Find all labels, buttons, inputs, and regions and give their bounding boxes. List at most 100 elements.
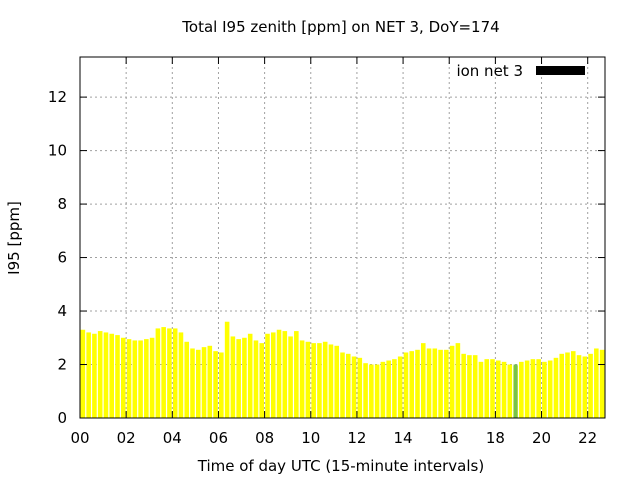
bar xyxy=(397,356,403,418)
legend-label: ion net 3 xyxy=(456,62,523,80)
bar xyxy=(415,349,420,418)
bar xyxy=(92,333,97,418)
x-tick-label: 04 xyxy=(163,429,182,447)
bar xyxy=(265,333,270,418)
bar xyxy=(161,327,166,418)
bar xyxy=(322,341,328,418)
bar xyxy=(328,344,334,418)
bar xyxy=(317,343,322,418)
bar xyxy=(195,349,201,418)
y-tick-label: 12 xyxy=(48,88,67,106)
bar xyxy=(230,336,236,418)
bar xyxy=(594,348,599,418)
bar xyxy=(409,351,415,418)
x-tick-label: 10 xyxy=(301,429,320,447)
bar xyxy=(184,341,190,418)
bar xyxy=(334,345,340,418)
bar xyxy=(392,359,397,418)
bar xyxy=(351,356,357,418)
bar xyxy=(449,345,455,418)
bar xyxy=(115,335,120,418)
bar xyxy=(190,348,195,418)
bar xyxy=(120,337,126,418)
bar xyxy=(536,359,541,418)
bar xyxy=(467,355,472,418)
bar xyxy=(305,341,311,418)
bar xyxy=(403,352,409,418)
highlight-bar xyxy=(513,364,518,418)
bar xyxy=(588,353,593,418)
bar xyxy=(299,340,305,418)
bar xyxy=(444,349,449,418)
bar xyxy=(547,360,553,418)
bar xyxy=(542,361,547,418)
bar xyxy=(259,343,265,418)
x-tick-label: 20 xyxy=(532,429,551,447)
bar xyxy=(374,364,380,418)
bar xyxy=(565,352,570,418)
bar xyxy=(369,364,374,418)
bar xyxy=(103,332,109,418)
bar xyxy=(490,359,495,418)
bar xyxy=(138,340,143,418)
bar xyxy=(519,361,524,418)
y-axis-label: I95 [ppm] xyxy=(5,201,23,275)
bar xyxy=(438,349,443,418)
bar xyxy=(172,328,178,418)
bar xyxy=(253,340,259,418)
x-tick-label: 06 xyxy=(209,429,228,447)
bar xyxy=(294,331,299,418)
bar xyxy=(80,329,86,418)
grid xyxy=(80,57,605,418)
bar xyxy=(553,357,559,418)
bar xyxy=(201,347,207,418)
x-tick-label: 18 xyxy=(486,429,505,447)
bar xyxy=(380,361,386,418)
bar xyxy=(144,339,149,418)
y-tick-label: 10 xyxy=(48,142,67,160)
legend-swatch xyxy=(536,66,585,75)
bar xyxy=(178,332,184,418)
bar xyxy=(426,348,432,418)
bar xyxy=(149,337,155,418)
bar xyxy=(247,333,253,418)
bar xyxy=(432,348,438,418)
bar xyxy=(132,340,138,418)
x-tick-label: 12 xyxy=(347,429,366,447)
y-tick-label: 4 xyxy=(57,302,67,320)
bar xyxy=(530,359,536,418)
x-tick-label: 08 xyxy=(255,429,274,447)
bar xyxy=(501,361,507,418)
bar xyxy=(224,321,230,418)
bar xyxy=(213,351,218,418)
bar xyxy=(386,360,391,418)
bar xyxy=(97,331,103,418)
bar xyxy=(570,351,576,418)
x-tick-label: 14 xyxy=(394,429,413,447)
bar xyxy=(582,356,588,418)
bar xyxy=(478,361,484,418)
bar xyxy=(455,343,461,418)
bar xyxy=(357,357,363,418)
bar xyxy=(524,360,530,418)
bar xyxy=(155,328,161,418)
y-tick-label: 2 xyxy=(57,356,67,374)
x-tick-label: 16 xyxy=(440,429,459,447)
bar xyxy=(86,332,91,418)
plot-frame xyxy=(79,56,606,419)
bar xyxy=(495,360,501,418)
bar xyxy=(363,363,368,418)
x-tick-label: 00 xyxy=(70,429,89,447)
x-tick-label: 22 xyxy=(578,429,597,447)
chart-title: Total I95 zenith [ppm] on NET 3, DoY=174 xyxy=(181,18,499,36)
bar xyxy=(270,332,276,418)
bar xyxy=(461,353,466,418)
bar xyxy=(345,353,351,418)
bar xyxy=(236,339,241,418)
y-tick-label: 8 xyxy=(57,195,67,213)
bar xyxy=(109,333,115,418)
y-tick-label: 0 xyxy=(57,409,67,427)
bar xyxy=(559,353,565,418)
bar xyxy=(288,336,293,418)
